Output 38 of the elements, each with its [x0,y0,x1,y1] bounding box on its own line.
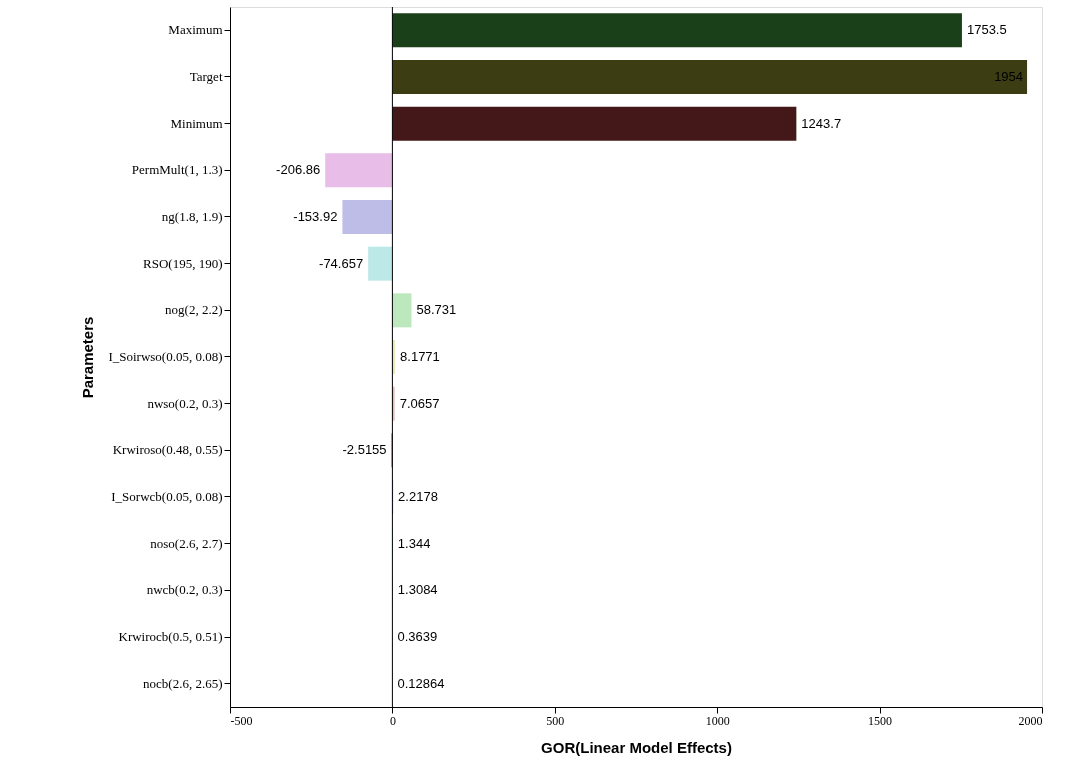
y-tick-label: noso(2.6, 2.7) [150,535,223,551]
y-tick-label: nwso(0.2, 0.3) [147,395,223,411]
x-axis-title: GOR(Linear Model Effects) [541,738,732,756]
x-tick-label: -500 [230,713,253,728]
data-label: 1.3084 [397,582,438,598]
x-tick-label: 2000 [1018,713,1043,728]
y-tick-label: nog(2, 2.2) [165,302,223,318]
y-tick-label: Target [189,69,223,84]
data-label: -206.86 [276,162,321,178]
y-tick-label: Minimum [170,115,223,131]
data-label: 1.344 [397,535,431,551]
y-tick-label: Krwiroso(0.48, 0.55) [112,442,223,458]
data-label: 58.731 [416,302,457,318]
data-label: 7.0657 [399,395,440,411]
y-tick-label: Krwirocb(0.5, 0.51) [118,629,223,644]
data-label: 1243.7 [801,115,842,131]
y-tick-label: I_Soirwso(0.05, 0.08) [108,349,223,364]
data-label: -74.657 [319,255,364,271]
data-label: 2.2178 [398,489,438,504]
data-label: 0.12864 [397,675,445,691]
x-tick-label: 0 [389,713,396,728]
y-tick-label: I_Sorwcb(0.05, 0.08) [111,489,223,504]
y-tick-label: RSO(195, 190) [143,255,223,271]
data-label: 1753.5 [966,22,1007,38]
y-tick-label: Maximum [168,22,223,38]
data-label: 8.1771 [400,349,440,364]
data-label: 1954 [994,69,1024,84]
x-tick-label: 1500 [868,713,893,728]
y-tick-label: nwcb(0.2, 0.3) [146,582,223,598]
x-tick-label: 1000 [705,713,730,728]
data-label: -153.92 [293,209,338,224]
x-tick-label: 500 [546,713,565,728]
data-label: -2.5155 [342,442,387,458]
y-axis-title: Parameters [79,316,97,399]
y-tick-label: nocb(2.6, 2.65) [143,675,223,691]
y-tick-label: ng(1.8, 1.9) [161,209,223,224]
data-label: 0.3639 [397,629,438,644]
y-tick-label: PermMult(1, 1.3) [131,162,223,178]
